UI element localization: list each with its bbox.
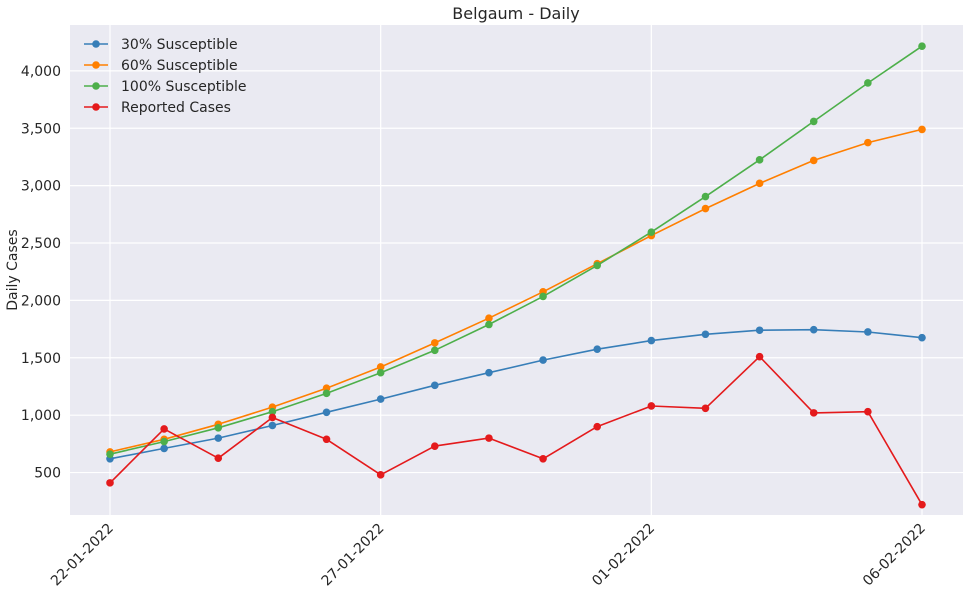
y-tick-label: 4,000: [21, 64, 61, 80]
data-point: [755, 156, 764, 164]
data-point: [809, 156, 818, 165]
legend-label: 60% Susceptible: [121, 58, 238, 74]
data-point: [539, 292, 547, 301]
x-tick-label: 01-02-2022: [589, 521, 658, 590]
data-point: [268, 413, 277, 422]
y-tick-label: 1,000: [21, 408, 61, 424]
data-point: [160, 437, 168, 446]
data-point: [918, 500, 926, 509]
series-line: [109, 128, 923, 453]
data-point: [809, 117, 818, 126]
data-point: [864, 138, 872, 147]
data-point: [268, 407, 277, 416]
legend-label: 100% Susceptible: [121, 79, 247, 95]
y-axis-label: Daily Cases: [5, 229, 21, 310]
data-point: [268, 421, 277, 430]
legend-item: 30% Susceptible: [84, 37, 238, 53]
legend: 30% Susceptible 60% Susceptible 100% Susce…: [84, 37, 247, 116]
series-line: [109, 355, 923, 506]
data-point: [322, 389, 331, 398]
data-point: [214, 423, 223, 432]
y-tick-label: 1,500: [21, 351, 61, 367]
legend-label: Reported Cases: [121, 100, 231, 116]
data-point: [431, 381, 439, 390]
data-point: [431, 346, 439, 355]
data-point: [647, 336, 656, 345]
series-3: [106, 352, 926, 509]
data-point: [485, 368, 493, 377]
data-point: [809, 325, 818, 334]
data-point: [701, 204, 710, 213]
data-point: [160, 444, 168, 453]
legend-marker: [92, 61, 100, 69]
legend-item: 60% Susceptible: [84, 58, 238, 74]
data-point: [647, 402, 656, 410]
y-tick-label: 3,000: [21, 179, 61, 195]
data-point: [431, 339, 439, 347]
data-point: [593, 345, 601, 353]
data-point: [322, 408, 331, 417]
data-point: [431, 442, 439, 450]
chart-title: Belgaum - Daily: [452, 4, 579, 23]
data-point: [214, 454, 223, 462]
grid-lines: [70, 25, 963, 515]
y-tick-label: 2,500: [21, 236, 61, 252]
data-point: [918, 42, 926, 51]
data-point: [485, 434, 493, 442]
data-point: [593, 261, 601, 270]
data-point: [755, 352, 764, 361]
data-point: [755, 179, 764, 188]
data-point: [918, 125, 926, 134]
x-tick-label: 27-01-2022: [319, 521, 388, 590]
data-point: [539, 356, 547, 364]
data-point: [160, 425, 168, 433]
series-group: [106, 42, 926, 509]
series-2: [106, 42, 926, 458]
series-line: [109, 328, 923, 460]
x-tick-labels: 22-01-2022 27-01-2022 01-02-2022 06-02-2022: [48, 521, 929, 590]
legend-marker: [92, 103, 100, 111]
series-line: [109, 45, 923, 455]
data-point: [376, 395, 385, 403]
data-point: [755, 326, 764, 335]
data-point: [106, 450, 114, 458]
data-point: [918, 333, 926, 342]
data-point: [701, 192, 710, 201]
data-point: [864, 79, 872, 87]
x-tick-label: 22-01-2022: [48, 521, 117, 590]
data-point: [485, 320, 493, 329]
data-point: [376, 363, 385, 371]
data-point: [539, 454, 547, 463]
plot-background: [70, 25, 963, 515]
data-point: [376, 368, 385, 377]
data-point: [214, 434, 223, 442]
data-point: [864, 407, 872, 416]
data-point: [322, 435, 331, 444]
legend-item: 100% Susceptible: [84, 79, 247, 95]
data-point: [376, 471, 385, 479]
y-tick-label: 2,000: [21, 293, 61, 309]
x-tick-label: 06-02-2022: [860, 521, 929, 590]
legend-label: 30% Susceptible: [121, 37, 238, 53]
y-tick-label: 3,500: [21, 121, 61, 137]
data-point: [106, 479, 114, 487]
legend-marker: [92, 82, 100, 90]
data-point: [701, 330, 710, 339]
data-point: [593, 422, 601, 431]
data-point: [864, 328, 872, 336]
data-point: [701, 404, 710, 413]
legend-marker: [92, 40, 100, 48]
data-point: [485, 314, 493, 322]
legend-item: Reported Cases: [84, 100, 231, 116]
series-0: [106, 325, 926, 463]
y-tick-label: 500: [34, 466, 61, 482]
data-point: [809, 409, 818, 417]
y-tick-labels: 500 1,000 1,500 2,000 2,500 3,000 3,500 4,000: [21, 64, 61, 482]
data-point: [647, 228, 656, 236]
